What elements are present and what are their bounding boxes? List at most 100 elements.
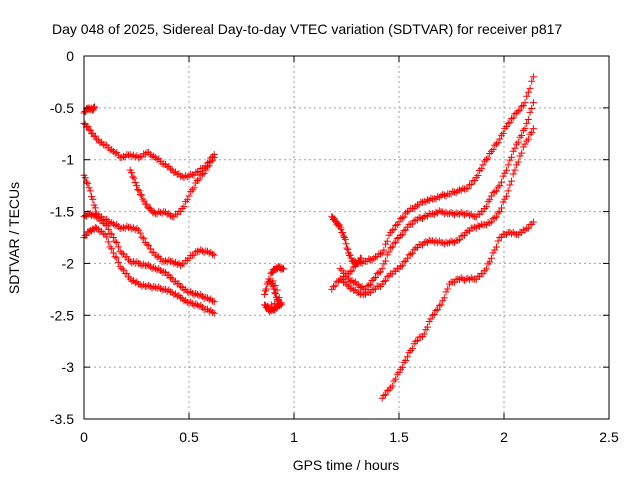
data-point <box>516 106 524 114</box>
data-point <box>356 259 364 267</box>
data-point <box>153 266 161 274</box>
data-point <box>383 251 391 259</box>
data-point <box>123 253 131 261</box>
data-point <box>466 212 474 220</box>
data-point <box>429 311 437 319</box>
data-point <box>336 275 344 283</box>
series-track-1 <box>80 103 98 117</box>
data-point <box>497 178 505 186</box>
data-point <box>89 195 97 203</box>
data-point <box>511 110 519 118</box>
data-point <box>449 238 457 246</box>
data-point <box>393 370 401 378</box>
data-point <box>397 263 405 271</box>
data-point <box>173 292 181 300</box>
data-point <box>143 241 151 249</box>
data-point <box>177 294 185 302</box>
data-point <box>271 281 279 289</box>
data-point <box>398 262 406 270</box>
data-point <box>464 274 472 282</box>
data-point <box>108 219 116 227</box>
data-point <box>280 265 287 273</box>
data-point <box>108 146 116 154</box>
data-point <box>190 251 198 259</box>
data-point <box>109 234 117 241</box>
data-point <box>185 288 193 296</box>
data-point <box>143 262 151 270</box>
data-point <box>148 153 156 161</box>
data-point <box>397 231 405 239</box>
data-point <box>479 161 487 169</box>
data-point <box>135 154 143 162</box>
y-tick-label: -3 <box>62 359 75 375</box>
data-point <box>492 187 500 195</box>
data-point <box>113 238 121 246</box>
data-point <box>491 214 499 222</box>
data-point <box>523 92 531 100</box>
data-point <box>474 222 482 230</box>
data-point <box>200 169 208 177</box>
data-point <box>371 274 379 282</box>
data-point <box>499 129 507 137</box>
data-point <box>440 294 448 302</box>
data-point <box>342 240 350 248</box>
data-point <box>106 146 114 154</box>
data-point <box>202 166 210 174</box>
data-point <box>377 250 385 258</box>
data-point <box>400 227 408 235</box>
data-point <box>489 146 497 154</box>
data-point <box>420 330 428 338</box>
data-point <box>136 229 144 237</box>
series-track-2 <box>80 119 218 182</box>
data-point <box>348 267 356 275</box>
data-point <box>382 257 390 265</box>
data-point <box>118 154 126 162</box>
data-point <box>526 130 534 138</box>
data-point <box>400 213 408 221</box>
data-point <box>524 224 532 232</box>
data-point <box>163 287 171 295</box>
data-point <box>501 195 509 203</box>
data-point <box>491 188 499 196</box>
data-point <box>397 365 405 373</box>
data-point <box>341 270 349 278</box>
data-point <box>508 177 516 185</box>
data-point <box>205 296 213 304</box>
data-point <box>521 140 529 148</box>
data-point <box>387 244 395 252</box>
data-point <box>145 242 153 250</box>
data-point <box>197 291 205 299</box>
data-point <box>508 115 516 123</box>
data-point <box>439 297 447 305</box>
data-point <box>511 166 519 174</box>
data-point <box>160 257 168 265</box>
data-point <box>155 265 163 273</box>
data-point <box>494 237 502 245</box>
data-point <box>400 258 408 266</box>
data-point <box>499 172 507 180</box>
data-point <box>506 156 514 164</box>
data-point <box>103 233 111 241</box>
data-point <box>439 239 447 247</box>
data-point <box>130 174 138 182</box>
data-point <box>504 161 512 169</box>
data-point <box>501 169 509 177</box>
data-point <box>435 302 443 310</box>
data-point <box>388 243 396 251</box>
data-point <box>111 221 119 229</box>
data-point <box>487 218 495 226</box>
data-point <box>410 217 418 225</box>
data-point <box>461 211 469 219</box>
data-point <box>119 266 127 274</box>
x-tick-marks <box>83 56 610 419</box>
data-point <box>195 292 203 300</box>
data-point <box>398 214 406 222</box>
data-point <box>528 104 536 112</box>
data-point <box>182 198 190 206</box>
data-point <box>429 210 437 218</box>
data-point <box>193 176 201 184</box>
data-point <box>207 157 215 165</box>
data-point <box>331 282 339 290</box>
data-point <box>479 270 487 278</box>
data-point <box>101 220 109 228</box>
